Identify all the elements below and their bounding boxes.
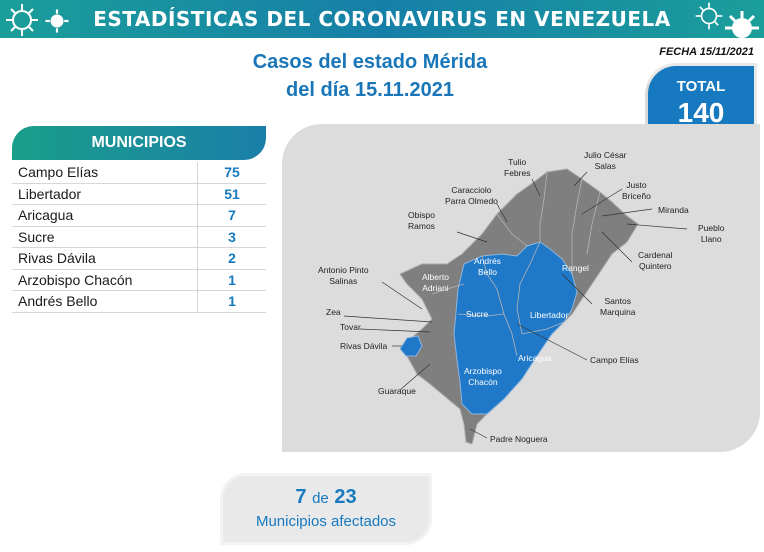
label-text: Andrés Bello	[474, 256, 501, 277]
map-label-antonio-pinto: Antonio Pinto Salinas	[318, 265, 369, 287]
map-label-pueblo-llano: Pueblo Llano	[698, 223, 724, 245]
table-row: Arzobispo Chacón 1	[12, 269, 266, 291]
label-text: Justo Briceño	[622, 180, 651, 201]
affected-count-line: 7 de 23	[223, 486, 429, 509]
municipio-cases: 75	[224, 164, 240, 181]
affected-total: 23	[334, 486, 357, 508]
label-text: Campo Elías	[590, 355, 639, 365]
municipios-header: MUNICIPIOS	[12, 126, 266, 160]
total-value: 140	[677, 97, 725, 128]
municipio-cases: 51	[224, 185, 240, 202]
map-label-zea: Zea	[326, 307, 341, 318]
report-date: FECHA 15/11/2021	[659, 46, 754, 58]
label-text: Guaraque	[378, 386, 416, 396]
map-label-obispo-ramos: Obispo Ramos	[408, 210, 435, 232]
municipios-table: Campo Elías 75 Libertador 51 Aricagua 7 Suc…	[12, 162, 266, 313]
label-text: Zea	[326, 307, 341, 317]
municipio-cases: 3	[228, 228, 236, 245]
affected-label: Municipios afectados	[255, 513, 397, 530]
total-label: TOTAL	[676, 78, 726, 95]
label-text: Libertador	[530, 310, 569, 320]
municipio-cases: 2	[228, 250, 236, 267]
label-text: Arzobispo Chacón	[464, 366, 502, 387]
label-text: Antonio Pinto Salinas	[318, 265, 369, 286]
label-text: Aricagua	[518, 353, 552, 363]
map-label-caracciolo: Caracciolo Parra Olmedo	[445, 185, 498, 207]
map-label-justo-briceno: Justo Briceño	[622, 180, 651, 202]
map-label-santos-marquina: Santos Marquina	[600, 296, 635, 318]
municipio-name: Campo Elías	[12, 162, 198, 183]
label-text: Sucre	[466, 309, 489, 319]
table-row: Aricagua 7	[12, 205, 266, 227]
map-region-affected	[453, 241, 578, 415]
municipio-cases: 1	[228, 293, 236, 310]
municipio-name: Sucre	[12, 226, 198, 247]
map-label-tovar: Tovar	[340, 322, 361, 333]
map-label-padre-noguera: Padre Noguera	[490, 434, 548, 445]
affected-count: 7	[295, 486, 307, 508]
map-label-julio-cesar-salas: Julio César Salas	[584, 150, 627, 172]
municipio-name: Andrés Bello	[12, 291, 198, 312]
map-label-campo-elias: Campo Elías	[590, 355, 639, 366]
virus-icon	[695, 2, 723, 30]
label-text: Santos Marquina	[600, 296, 636, 317]
municipio-name: Libertador	[12, 183, 198, 204]
label-text: Tulio Febres	[504, 157, 531, 178]
map-region-rivas-davila	[399, 335, 423, 357]
map-label-sucre: Sucre	[466, 309, 488, 320]
municipio-cases: 1	[228, 271, 236, 288]
map-label-cardenal-quintero: Cardenal Quintero	[638, 250, 673, 272]
table-row: Andrés Bello 1	[12, 291, 266, 313]
table-row: Rivas Dávila 2	[12, 248, 266, 270]
table-row: Libertador 51	[12, 183, 266, 205]
map-label-alberto-adriani: Alberto Adriani	[422, 272, 449, 294]
map-label-libertador: Libertador	[530, 310, 568, 321]
municipio-name: Aricagua	[12, 205, 198, 226]
page-title: Casos del estado Mérida del día 15.11.20…	[200, 48, 540, 104]
label-text: Rangel	[562, 263, 589, 273]
map-label-miranda: Miranda	[658, 205, 689, 216]
virus-icon	[725, 11, 759, 38]
map-label-rivas-davila: Rivas Dávila	[340, 341, 387, 352]
banner-title: ESTADÍSTICAS DEL CORONAVIRUS EN VENEZUEL…	[93, 7, 671, 31]
table-row: Sucre 3	[12, 226, 266, 248]
label-text: Pueblo Llano	[698, 223, 725, 244]
label-text: Padre Noguera	[490, 434, 548, 444]
municipio-name: Arzobispo Chacón	[12, 269, 198, 290]
map-label-aricagua: Aricagua	[518, 353, 552, 364]
affected-summary: 7 de 23 Municipios afectados	[220, 473, 432, 545]
map-label-andres-bello: Andrés Bello	[474, 256, 501, 278]
map-label-tulio-febres: Tulio Febres	[504, 157, 530, 179]
municipio-cases: 7	[228, 207, 236, 224]
label-text: Caracciolo Parra Olmedo	[445, 185, 498, 206]
affected-of: de	[312, 490, 329, 507]
title-line-1: Casos del estado Mérida	[252, 51, 488, 73]
virus-icon	[45, 9, 69, 33]
label-text: Julio César Salas	[584, 150, 627, 171]
map-label-arzobispo-chacon: Arzobispo Chacón	[464, 366, 502, 388]
title-line-2: del día 15.11.2021	[286, 79, 454, 101]
map-label-guaraque: Guaraque	[378, 386, 416, 397]
table-row: Campo Elías 75	[12, 162, 266, 184]
label-text: Miranda	[658, 205, 689, 215]
label-text: Obispo Ramos	[408, 210, 435, 231]
header-banner: ESTADÍSTICAS DEL CORONAVIRUS EN VENEZUEL…	[0, 0, 764, 38]
label-text: Cardenal Quintero	[638, 250, 673, 271]
label-text: Rivas Dávila	[340, 341, 388, 351]
merida-map	[343, 168, 688, 445]
virus-icon	[6, 4, 38, 36]
municipio-name: Rivas Dávila	[12, 248, 198, 269]
label-text: Alberto Adriani	[422, 272, 449, 293]
map-label-rangel: Rangel	[562, 263, 589, 274]
label-text: Tovar	[340, 322, 361, 332]
